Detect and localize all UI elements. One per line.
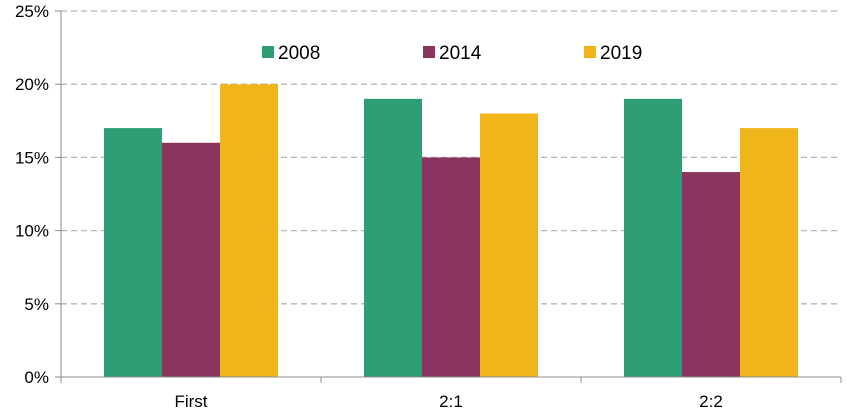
legend-swatch-2019	[584, 46, 596, 58]
legend-swatch-2014	[423, 46, 435, 58]
y-tick-label: 10%	[15, 222, 49, 241]
y-tick-label: 5%	[24, 295, 49, 314]
bar-2008-First	[104, 128, 162, 377]
y-tick-label: 25%	[15, 2, 49, 21]
y-tick-label: 20%	[15, 75, 49, 94]
legend-swatch-2008	[262, 46, 274, 58]
y-tick-label: 15%	[15, 148, 49, 167]
y-tick-label: 0%	[24, 368, 49, 387]
y-axis: 0% 5% 10% 15% 20% 25%	[15, 2, 62, 387]
bar-2019-2:1	[480, 113, 538, 377]
x-tick-label: 2:2	[699, 392, 723, 411]
bar-2014-2:1	[422, 157, 480, 377]
bar-2014-First	[162, 142, 220, 377]
x-tick-label: 2:1	[439, 392, 463, 411]
legend-label: 2019	[600, 43, 642, 64]
x-tick-label: First	[174, 392, 207, 411]
bars	[104, 84, 798, 377]
bar-2014-2:2	[682, 172, 740, 377]
legend: 2008 2014 2019	[262, 43, 642, 64]
legend-label: 2008	[278, 43, 320, 64]
bar-2008-2:2	[624, 98, 682, 377]
bar-2019-2:2	[740, 128, 798, 377]
legend-label: 2014	[439, 43, 482, 64]
bar-2019-First	[220, 84, 278, 377]
bar-2008-2:1	[364, 98, 422, 377]
x-axis: First 2:1 2:2	[60, 376, 842, 411]
